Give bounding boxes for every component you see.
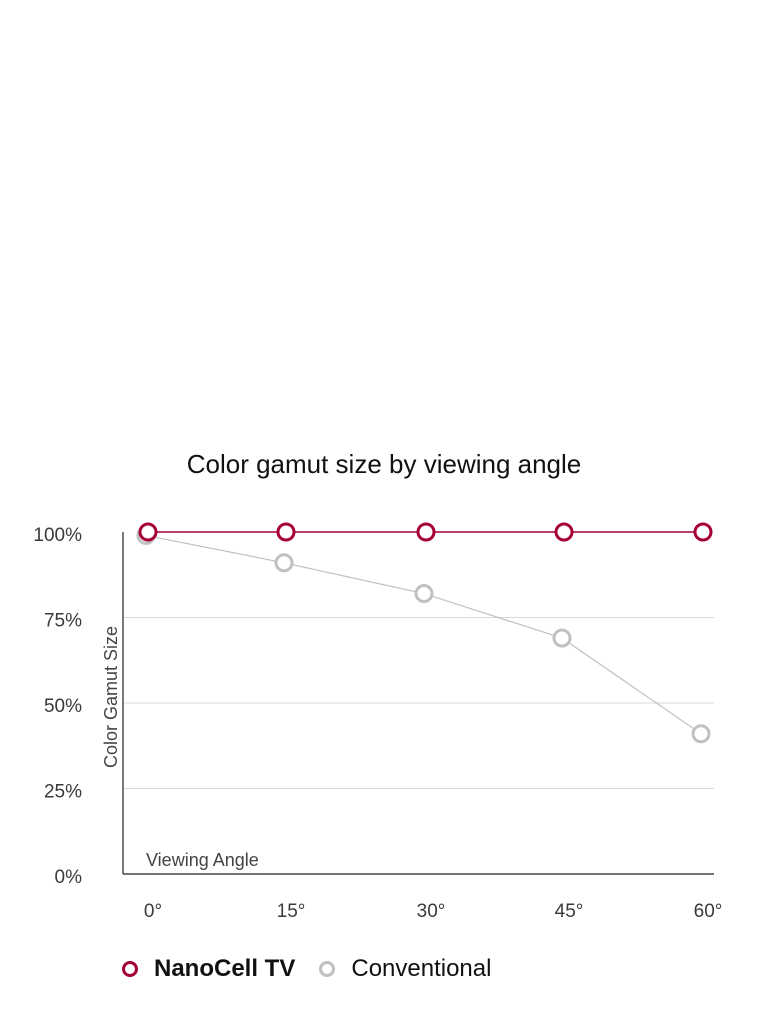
x-tick-label: 60° xyxy=(694,901,723,922)
x-tick-label: 30° xyxy=(417,901,446,922)
series-nanocell xyxy=(138,522,713,542)
legend-label-conventional: Conventional xyxy=(351,955,492,982)
y-tick-label: 0% xyxy=(55,867,83,888)
data-point xyxy=(274,553,294,573)
x-tick-label: 15° xyxy=(277,901,306,922)
chart-title: Color gamut size by viewing angle xyxy=(186,449,582,479)
x-axis-title: Viewing Angle xyxy=(146,850,259,870)
grid-lines xyxy=(123,617,714,789)
x-tick-label: 0° xyxy=(144,901,162,922)
series-line xyxy=(145,534,702,735)
x-tick-label: 45° xyxy=(555,901,584,922)
x-tick-labels: 0° 15° 30° 45° 60° xyxy=(144,901,722,922)
data-point xyxy=(691,724,711,744)
series-conventional xyxy=(136,525,711,744)
legend-item-conventional: Conventional xyxy=(319,955,491,983)
y-tick-label: 75% xyxy=(44,611,82,632)
y-tick-labels: 0% 25% 50% 75% 100% xyxy=(33,525,82,888)
data-point xyxy=(693,522,713,542)
nanocell-marker-icon xyxy=(122,961,138,977)
y-tick-label: 25% xyxy=(44,782,82,803)
data-point xyxy=(414,584,434,604)
data-point xyxy=(552,628,572,648)
data-point xyxy=(554,522,574,542)
data-point xyxy=(416,522,436,542)
y-axis-title: Color Gamut Size xyxy=(101,626,121,768)
data-point xyxy=(276,522,296,542)
legend: NanoCell TV Conventional xyxy=(122,955,515,983)
y-tick-label: 50% xyxy=(44,696,82,717)
data-point xyxy=(138,522,158,542)
axes xyxy=(122,532,714,875)
legend-label-nanocell: NanoCell TV xyxy=(154,955,296,982)
legend-item-nanocell: NanoCell TV xyxy=(122,955,295,983)
series xyxy=(136,522,713,744)
conventional-marker-icon xyxy=(319,961,336,977)
y-tick-label: 100% xyxy=(33,525,82,546)
